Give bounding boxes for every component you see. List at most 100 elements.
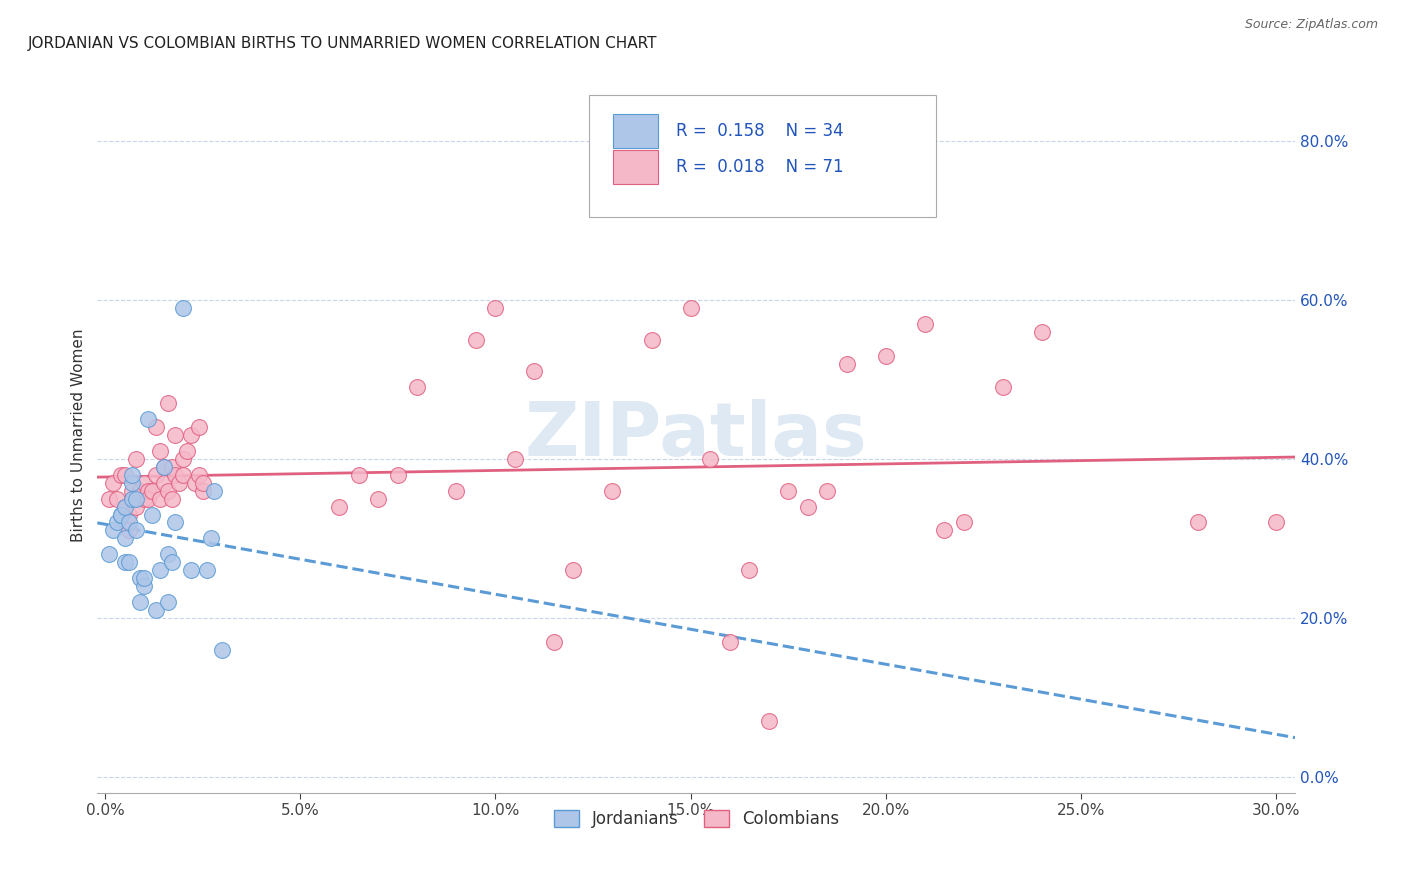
FancyBboxPatch shape: [613, 150, 658, 184]
Point: [1265, 516, 1288, 530]
Point: [98, 491, 121, 506]
Point: [141, 483, 163, 498]
Point: [1031, 325, 1053, 339]
Legend: Jordanians, Colombians: Jordanians, Colombians: [547, 803, 846, 834]
Point: [464, 333, 486, 347]
Point: [134, 571, 156, 585]
Point: [125, 524, 148, 538]
Point: [187, 420, 209, 434]
Point: [117, 555, 139, 569]
Point: [165, 467, 187, 482]
Point: [129, 483, 152, 498]
Point: [165, 516, 187, 530]
Point: [125, 451, 148, 466]
Point: [117, 524, 139, 538]
Point: [145, 603, 167, 617]
Point: [125, 491, 148, 506]
Point: [141, 508, 163, 522]
Point: [200, 532, 222, 546]
Point: [446, 483, 468, 498]
Text: JORDANIAN VS COLOMBIAN BIRTHS TO UNMARRIED WOMEN CORRELATION CHART: JORDANIAN VS COLOMBIAN BIRTHS TO UNMARRI…: [28, 36, 658, 51]
Point: [835, 357, 858, 371]
Point: [367, 491, 389, 506]
Point: [129, 571, 152, 585]
Point: [406, 380, 429, 394]
Point: [121, 491, 143, 506]
Point: [991, 380, 1014, 394]
Point: [149, 491, 172, 506]
Point: [149, 563, 172, 577]
Point: [180, 563, 202, 577]
Point: [156, 396, 179, 410]
Point: [121, 475, 143, 490]
Point: [152, 459, 174, 474]
Point: [125, 500, 148, 514]
Point: [503, 451, 526, 466]
Point: [110, 508, 132, 522]
Point: [134, 475, 156, 490]
Point: [160, 459, 183, 474]
Point: [172, 467, 194, 482]
Point: [160, 555, 183, 569]
Point: [169, 475, 191, 490]
Point: [114, 532, 136, 546]
Point: [98, 547, 121, 561]
Y-axis label: Births to Unmarried Women: Births to Unmarried Women: [72, 328, 86, 541]
Point: [738, 563, 761, 577]
Point: [640, 333, 662, 347]
Text: R =  0.018    N = 71: R = 0.018 N = 71: [676, 158, 844, 176]
Point: [718, 634, 741, 648]
Text: R =  0.158    N = 34: R = 0.158 N = 34: [676, 122, 844, 140]
Point: [211, 642, 233, 657]
Point: [347, 467, 370, 482]
FancyBboxPatch shape: [589, 95, 936, 217]
Point: [875, 349, 897, 363]
Point: [165, 428, 187, 442]
Point: [121, 483, 143, 498]
Point: [117, 508, 139, 522]
FancyBboxPatch shape: [613, 114, 658, 148]
Point: [152, 459, 174, 474]
Point: [136, 491, 159, 506]
Point: [114, 500, 136, 514]
Text: ZIPatlas: ZIPatlas: [524, 399, 868, 472]
Point: [180, 428, 202, 442]
Point: [121, 491, 143, 506]
Point: [195, 563, 218, 577]
Point: [129, 595, 152, 609]
Point: [145, 467, 167, 482]
Point: [160, 491, 183, 506]
Point: [172, 451, 194, 466]
Point: [134, 491, 156, 506]
Point: [758, 714, 780, 728]
Point: [114, 467, 136, 482]
Point: [796, 500, 818, 514]
Point: [562, 563, 585, 577]
Point: [156, 595, 179, 609]
Point: [136, 483, 159, 498]
Point: [176, 444, 198, 458]
Point: [114, 500, 136, 514]
Point: [679, 301, 702, 315]
Point: [187, 467, 209, 482]
Point: [114, 555, 136, 569]
Point: [815, 483, 838, 498]
Point: [328, 500, 350, 514]
Text: Source: ZipAtlas.com: Source: ZipAtlas.com: [1244, 18, 1378, 31]
Point: [152, 475, 174, 490]
Point: [156, 547, 179, 561]
Point: [121, 467, 143, 482]
Point: [523, 364, 546, 378]
Point: [699, 451, 721, 466]
Point: [105, 516, 128, 530]
Point: [156, 483, 179, 498]
Point: [191, 483, 214, 498]
Point: [101, 475, 124, 490]
Point: [149, 444, 172, 458]
Point: [105, 491, 128, 506]
Point: [914, 317, 936, 331]
Point: [110, 508, 132, 522]
Point: [145, 420, 167, 434]
Point: [778, 483, 800, 498]
Point: [543, 634, 565, 648]
